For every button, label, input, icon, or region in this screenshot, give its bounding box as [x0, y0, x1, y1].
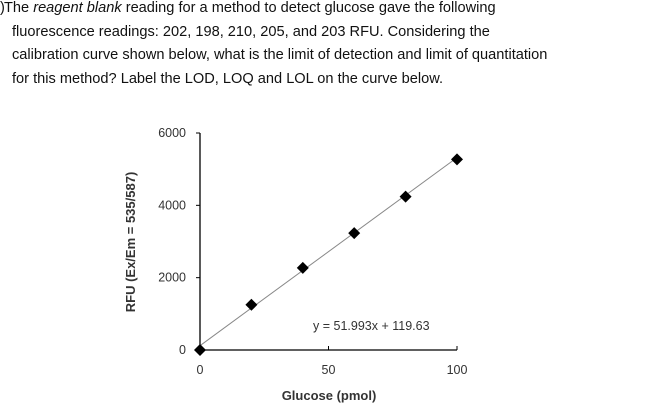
data-point	[296, 261, 309, 274]
question-text: )The reagent blank reading for a method …	[0, 0, 654, 91]
x-axis-label: Glucose (pmol)	[282, 388, 377, 403]
y-tick-label: 0	[179, 343, 186, 357]
x-tick-label: 50	[322, 363, 336, 377]
trendline-equation: y = 51.993x + 119.63	[313, 319, 430, 333]
y-axis-label: RFU (Ex/Em = 535/587)	[123, 172, 138, 313]
data-point	[245, 298, 258, 311]
y-tick-label: 2000	[158, 271, 186, 285]
trendline	[199, 157, 458, 347]
y-tick-label: 6000	[158, 126, 186, 140]
data-point	[399, 190, 412, 203]
question-line-3: calibration curve shown below, what is t…	[12, 47, 548, 63]
data-points	[194, 153, 463, 356]
y-tick-label: 4000	[158, 198, 186, 212]
data-point	[348, 227, 361, 240]
question-line-4: for this method? Label the LOD, LOQ and …	[12, 70, 444, 87]
data-point	[194, 344, 206, 356]
question-line-1: )The reagent blank reading for a method …	[0, 0, 496, 16]
question-line-2: fluorescence readings: 202, 198, 210, 20…	[12, 23, 490, 40]
reagent-blank-emphasis: reagent blank	[33, 0, 122, 16]
tick-labels: 0 2000 4000 6000 0 50 100	[158, 126, 467, 377]
axes	[196, 132, 458, 351]
x-tick-label: 100	[447, 363, 468, 377]
x-tick-label: 0	[197, 363, 204, 377]
data-point	[451, 153, 463, 166]
